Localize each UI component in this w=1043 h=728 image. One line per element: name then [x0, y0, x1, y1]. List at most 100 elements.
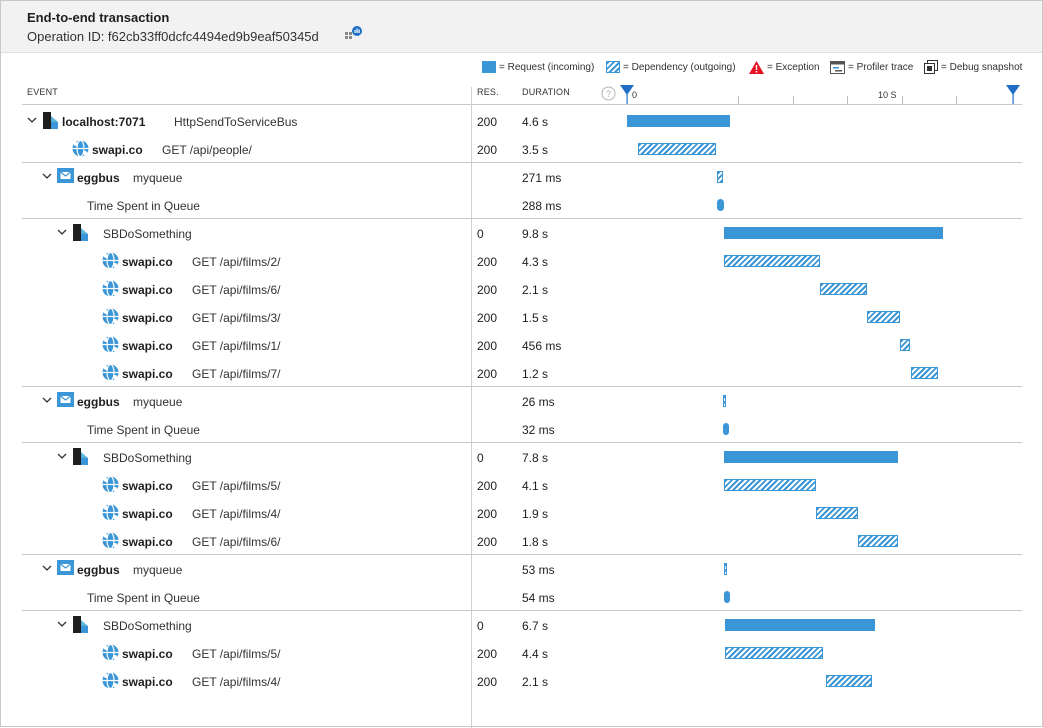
table-row[interactable]: swapi.co GET /api/films/4/200 1.9 s [1, 499, 1042, 527]
dependency-bar[interactable] [866, 311, 901, 323]
table-row[interactable]: SBDoSomething 0 9.8 s [1, 219, 1042, 247]
analytics-icon[interactable] [345, 26, 363, 42]
dependency-bar[interactable] [724, 255, 820, 267]
dependency-bar[interactable] [717, 171, 724, 183]
dependency-bar[interactable] [900, 339, 911, 351]
event-name[interactable]: swapi.co [122, 283, 173, 297]
table-row[interactable]: Time Spent in Queue 32 ms [1, 415, 1042, 443]
result-code: 200 [477, 675, 498, 689]
table-row[interactable]: SBDoSomething 0 7.8 s [1, 443, 1042, 471]
table-row[interactable]: swapi.co GET /api/films/3/200 1.5 s [1, 303, 1042, 331]
table-row[interactable]: swapi.co GET /api/people/200 3.5 s [1, 135, 1042, 163]
web-dependency-icon [102, 475, 119, 494]
queue-time-bar[interactable] [722, 423, 729, 435]
group-divider [22, 162, 1022, 163]
queue-time-bar[interactable] [717, 199, 724, 211]
event-name[interactable]: swapi.co [122, 535, 173, 549]
event-detail: Time Spent in Queue [87, 591, 200, 605]
duration-value: 271 ms [522, 171, 562, 185]
event-detail: GET /api/films/3/ [192, 311, 281, 325]
table-row[interactable]: eggbus myqueue 26 ms [1, 387, 1042, 415]
duration-value: 1.8 s [522, 535, 549, 549]
event-name[interactable]: eggbus [77, 395, 120, 409]
event-name[interactable]: localhost:7071 [62, 115, 146, 129]
table-row[interactable]: SBDoSomething 0 6.7 s [1, 611, 1042, 639]
request-bar[interactable] [627, 115, 730, 127]
dependency-bar[interactable] [911, 367, 939, 379]
timeline-end-marker[interactable] [1006, 85, 1020, 104]
table-row[interactable]: swapi.co GET /api/films/5/200 4.4 s [1, 639, 1042, 667]
chevron-down-icon[interactable] [57, 618, 67, 628]
web-dependency-icon [102, 307, 119, 326]
dependency-bar[interactable] [725, 647, 824, 659]
timeline-start-marker[interactable] [620, 85, 634, 104]
chevron-down-icon[interactable] [57, 226, 67, 236]
table-row[interactable]: swapi.co GET /api/films/2/200 4.3 s [1, 247, 1042, 275]
event-name[interactable]: eggbus [77, 563, 120, 577]
web-dependency-icon [102, 531, 119, 550]
event-name[interactable]: swapi.co [122, 479, 173, 493]
chevron-down-icon[interactable] [57, 450, 67, 460]
dependency-bar[interactable] [722, 395, 726, 407]
event-name[interactable]: swapi.co [122, 339, 173, 353]
event-name[interactable]: swapi.co [122, 675, 173, 689]
result-code: 200 [477, 311, 498, 325]
event-name[interactable]: swapi.co [122, 367, 173, 381]
result-code: 200 [477, 143, 498, 157]
duration-value: 3.5 s [522, 143, 549, 157]
event-name[interactable]: eggbus [77, 171, 120, 185]
dependency-bar[interactable] [815, 507, 858, 519]
table-row[interactable]: swapi.co GET /api/films/6/200 2.1 s [1, 275, 1042, 303]
table-row[interactable]: swapi.co GET /api/films/7/200 1.2 s [1, 359, 1042, 387]
chevron-down-icon[interactable] [27, 114, 37, 124]
table-row[interactable]: swapi.co GET /api/films/6/200 1.8 s [1, 527, 1042, 555]
event-detail: SBDoSomething [103, 619, 192, 633]
chevron-down-icon[interactable] [42, 170, 52, 180]
duration-value: 4.4 s [522, 647, 549, 661]
table-row[interactable]: swapi.co GET /api/films/1/200 456 ms [1, 331, 1042, 359]
help-icon[interactable]: ? [601, 86, 616, 101]
table-row[interactable]: Time Spent in Queue 288 ms [1, 191, 1042, 219]
request-swatch-icon [482, 61, 496, 73]
event-name[interactable]: swapi.co [92, 143, 143, 157]
event-detail: GET /api/films/6/ [192, 283, 281, 297]
duration-value: 9.8 s [522, 227, 549, 241]
table-row[interactable]: Time Spent in Queue 54 ms [1, 583, 1042, 611]
legend-profiler: = Profiler trace [830, 59, 913, 75]
event-detail: SBDoSomething [103, 227, 192, 241]
table-row[interactable]: swapi.co GET /api/films/5/200 4.1 s [1, 471, 1042, 499]
timeline-tick [738, 96, 739, 104]
duration-value: 4.1 s [522, 479, 549, 493]
result-code: 200 [477, 339, 498, 353]
event-name[interactable]: swapi.co [122, 507, 173, 521]
result-code: 200 [477, 367, 498, 381]
web-dependency-icon [102, 671, 119, 690]
dependency-bar[interactable] [857, 535, 899, 547]
page-header: End-to-end transaction Operation ID: f62… [1, 1, 1042, 53]
queue-time-bar[interactable] [724, 591, 731, 603]
dependency-bar[interactable] [724, 479, 816, 491]
dependency-bar[interactable] [724, 563, 728, 575]
table-row[interactable]: eggbus myqueue 271 ms [1, 163, 1042, 191]
request-bar[interactable] [724, 451, 899, 463]
column-header-res[interactable]: RES. [477, 87, 499, 97]
column-header-duration[interactable]: DURATION [522, 87, 570, 97]
chevron-down-icon[interactable] [42, 562, 52, 572]
request-bar[interactable] [725, 619, 875, 631]
event-name[interactable]: swapi.co [122, 647, 173, 661]
dependency-bar[interactable] [825, 675, 873, 687]
event-detail: myqueue [133, 563, 183, 577]
chevron-down-icon[interactable] [42, 394, 52, 404]
column-header-event[interactable]: EVENT [27, 87, 59, 97]
table-row[interactable]: eggbus myqueue 53 ms [1, 555, 1042, 583]
request-bar[interactable] [724, 227, 943, 239]
table-row[interactable]: swapi.co GET /api/films/4/200 2.1 s [1, 667, 1042, 695]
dependency-bar[interactable] [820, 283, 867, 295]
event-name[interactable]: swapi.co [122, 255, 173, 269]
table-row[interactable]: localhost:7071 HttpSendToServiceBus 200 4.6… [1, 107, 1042, 135]
result-code: 200 [477, 255, 498, 269]
duration-value: 2.1 s [522, 675, 549, 689]
event-detail: myqueue [133, 171, 183, 185]
dependency-bar[interactable] [638, 143, 717, 155]
event-name[interactable]: swapi.co [122, 311, 173, 325]
